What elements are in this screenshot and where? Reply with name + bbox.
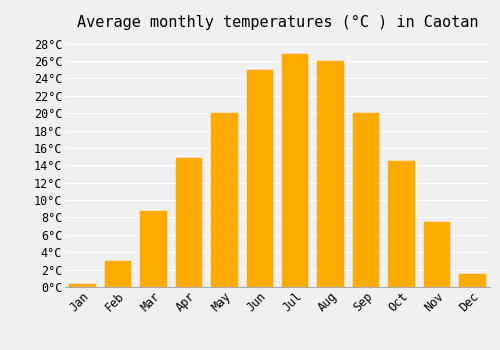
Bar	[211, 113, 238, 287]
Bar	[459, 274, 485, 287]
Bar	[105, 261, 132, 287]
Bar	[318, 61, 344, 287]
Bar	[70, 285, 96, 287]
Bar	[424, 222, 450, 287]
Bar	[388, 161, 414, 287]
Bar	[282, 54, 308, 287]
Bar	[246, 70, 273, 287]
Bar	[353, 113, 380, 287]
Bar	[176, 159, 202, 287]
Bar	[140, 211, 167, 287]
Title: Average monthly temperatures (°C ) in Caotan: Average monthly temperatures (°C ) in Ca…	[77, 15, 478, 30]
